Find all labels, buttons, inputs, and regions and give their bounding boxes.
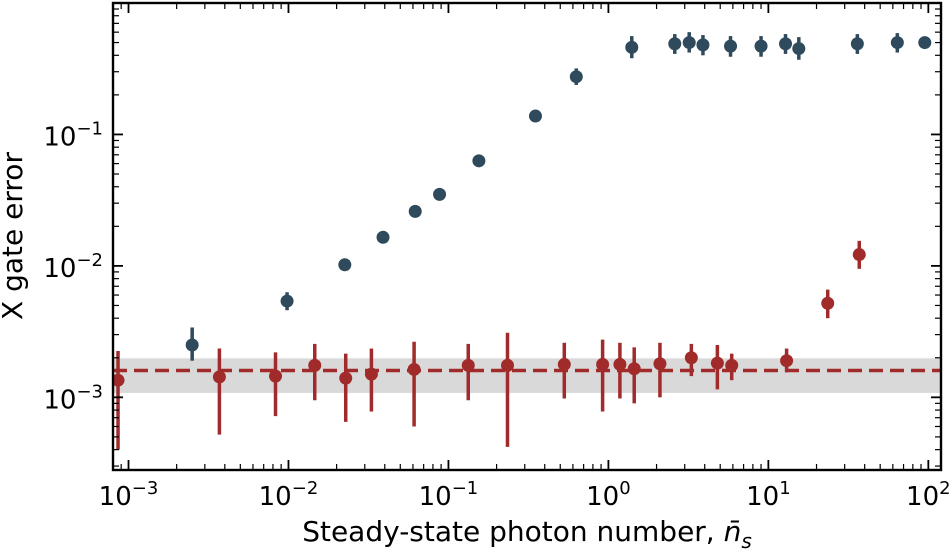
x-axis-label-text: Steady-state photon number, [302, 515, 723, 548]
data-point [613, 357, 627, 371]
data-point [627, 362, 641, 376]
y-tick-labels: 10−3 10−2 10−1 [43, 118, 103, 415]
x-tick-label: 100 [586, 478, 631, 512]
data-point [596, 357, 610, 371]
x-tick-label: 10−3 [99, 478, 159, 512]
data-point [308, 358, 322, 372]
x-tick-label: 101 [746, 478, 791, 512]
data-point [269, 369, 283, 383]
data-point [710, 356, 724, 370]
y-axis-label: X gate error [0, 152, 29, 320]
plot-frame [111, 1, 943, 472]
data-point [280, 294, 294, 308]
axis-ticks [112, 2, 941, 470]
data-point [684, 351, 698, 365]
data-point [850, 37, 864, 51]
data-point [338, 258, 352, 272]
series-2 [113, 240, 866, 450]
data-point [339, 371, 353, 385]
x-axis-label-symbol: n̄ [724, 515, 742, 548]
reference-band [113, 358, 941, 393]
data-point [725, 358, 739, 372]
y-tick-label: 10−3 [43, 381, 103, 415]
data-point [625, 40, 639, 54]
x-axis-label-subscript: s [741, 529, 751, 553]
data-point [461, 358, 475, 372]
data-point [364, 367, 378, 381]
x-tick-label: 102 [906, 478, 950, 512]
series-layer [113, 32, 932, 450]
data-point [918, 36, 932, 50]
plot-area [113, 32, 941, 450]
data-point [185, 338, 199, 352]
data-point [779, 37, 793, 51]
data-point [754, 39, 768, 53]
data-point [212, 370, 226, 384]
data-point [852, 248, 866, 262]
data-point [696, 38, 710, 52]
y-tick-label: 10−1 [43, 118, 103, 152]
data-point [376, 230, 390, 244]
data-point [653, 357, 667, 371]
data-point [113, 373, 125, 387]
data-point [780, 354, 794, 368]
data-point [500, 358, 514, 372]
x-tick-label: 10−2 [259, 478, 319, 512]
data-point [407, 362, 421, 376]
data-point [569, 70, 583, 84]
data-point [557, 357, 571, 371]
data-point [528, 109, 542, 123]
x-tick-labels: 10−3 10−2 10−1 100 101 102 [99, 478, 950, 512]
data-point [821, 296, 835, 310]
data-point [472, 154, 486, 168]
data-point [724, 39, 738, 53]
y-tick-label: 10−2 [43, 250, 103, 284]
data-point [792, 42, 806, 56]
data-point [890, 36, 904, 50]
x-axis-label: Steady-state photon number, n̄s [302, 515, 752, 553]
data-point [408, 204, 422, 218]
series-1 [185, 32, 932, 361]
x-tick-label: 10−1 [419, 478, 479, 512]
data-point [668, 37, 682, 51]
data-point [682, 36, 696, 50]
data-point [433, 187, 447, 201]
